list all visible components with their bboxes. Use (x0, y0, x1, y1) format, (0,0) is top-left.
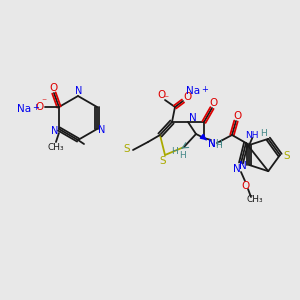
Text: N: N (208, 139, 216, 149)
Text: ⁻: ⁻ (164, 94, 169, 104)
Text: +: + (33, 103, 39, 112)
Text: S: S (160, 156, 166, 166)
Text: O: O (242, 181, 250, 191)
Text: N: N (189, 113, 197, 123)
Text: ⁻: ⁻ (41, 97, 46, 107)
Text: S: S (284, 151, 290, 161)
Text: CH₃: CH₃ (247, 196, 263, 205)
Text: N: N (51, 126, 58, 136)
Text: Na: Na (17, 104, 31, 114)
Text: N: N (239, 161, 247, 171)
Text: O: O (157, 90, 165, 100)
Text: +: + (202, 85, 208, 94)
Text: Na: Na (186, 86, 200, 96)
Text: H: H (216, 142, 222, 151)
Text: N: N (98, 125, 106, 135)
Text: O: O (50, 83, 58, 93)
Text: O: O (234, 111, 242, 121)
Text: O: O (210, 98, 218, 108)
Text: NH: NH (245, 130, 259, 140)
Text: N: N (233, 164, 241, 174)
Text: O: O (36, 102, 44, 112)
Text: N: N (75, 86, 83, 96)
Text: N: N (208, 139, 216, 149)
Text: S: S (124, 144, 130, 154)
Text: H: H (216, 140, 222, 148)
Text: CH₃: CH₃ (48, 142, 64, 152)
Text: H: H (260, 128, 267, 137)
Text: O: O (183, 92, 191, 102)
Text: H: H (180, 152, 186, 160)
Text: H: H (172, 148, 178, 157)
